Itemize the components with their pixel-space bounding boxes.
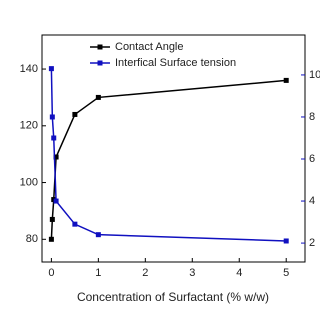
x-tick-label: 3	[189, 267, 195, 279]
x-axis-label: Concentration of Surfactant (% w/w)	[77, 290, 269, 304]
x-tick-label: 1	[95, 267, 101, 279]
data-point	[283, 238, 289, 244]
y2-tick-label: 4	[309, 195, 315, 207]
data-point	[48, 236, 54, 242]
x-tick-label: 2	[142, 267, 148, 279]
data-point	[72, 111, 78, 117]
data-point	[48, 66, 54, 72]
data-point	[49, 114, 55, 120]
legend-label: Interfical Surface tension	[115, 57, 236, 69]
data-point	[95, 94, 101, 100]
plot-frame	[41, 34, 306, 263]
x-tick-label: 5	[283, 267, 289, 279]
y2-tick-label: 6	[309, 153, 315, 165]
y-tick-label: 140	[20, 63, 38, 75]
data-point	[53, 154, 59, 160]
data-point	[53, 198, 59, 204]
x-tick-label: 4	[236, 267, 242, 279]
y2-tick-label: 2	[309, 237, 315, 249]
series-line	[50, 79, 287, 240]
data-point	[49, 216, 55, 222]
series-line	[50, 68, 287, 242]
data-point	[72, 221, 78, 227]
y-tick-label: 120	[20, 120, 38, 132]
x-tick-label: 0	[48, 267, 54, 279]
data-point	[283, 77, 289, 83]
legend-marker	[97, 60, 103, 66]
y2-tick-label: 10	[309, 69, 320, 81]
y2-tick-label: 8	[309, 111, 315, 123]
y-tick-label: 100	[20, 176, 38, 188]
legend-label: Contact Angle	[115, 41, 184, 53]
data-point	[51, 135, 57, 141]
data-point	[95, 232, 101, 238]
legend-marker	[97, 44, 103, 50]
y-tick-label: 80	[26, 233, 38, 245]
